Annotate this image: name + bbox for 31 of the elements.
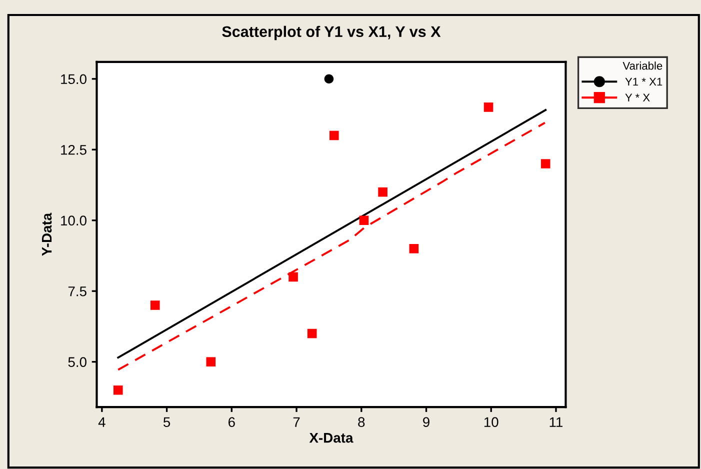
y-tick-label: 5.0 [68,357,86,367]
x-tick-label: 9 [423,417,430,428]
point [324,74,334,84]
x-tick-label: 11 [550,417,563,427]
x-axis-title: X-Data [309,433,354,443]
y-tick-label: 10.0 [61,216,86,226]
legend-label: Y * X [625,94,650,102]
point [378,187,388,197]
point [540,159,550,168]
point [206,357,216,366]
y-tick-label: 15.0 [61,74,86,84]
chart-title: Scatterplot of Y1 vs X1, Y vs X [222,26,441,40]
y-tick-label: 12.5 [61,144,86,155]
point [288,272,298,282]
legend-label: Y1 * X1 [625,78,662,86]
y-axis-title: Y-Data [42,212,52,256]
point [484,102,494,112]
point [307,328,317,338]
point [150,300,160,310]
point [329,130,339,140]
point [409,244,419,254]
x-tick-label: 5 [163,417,170,428]
x-tick-label: 10 [484,417,498,428]
x-tick-label: 6 [228,417,235,428]
x-tick-label: 8 [358,417,365,428]
legend-title: Variable [622,62,662,70]
x-tick-label: 4 [98,417,106,427]
x-tick-label: 7 [293,417,300,427]
point [359,216,369,226]
y-tick-label: 7.5 [68,286,86,296]
point [113,385,123,395]
